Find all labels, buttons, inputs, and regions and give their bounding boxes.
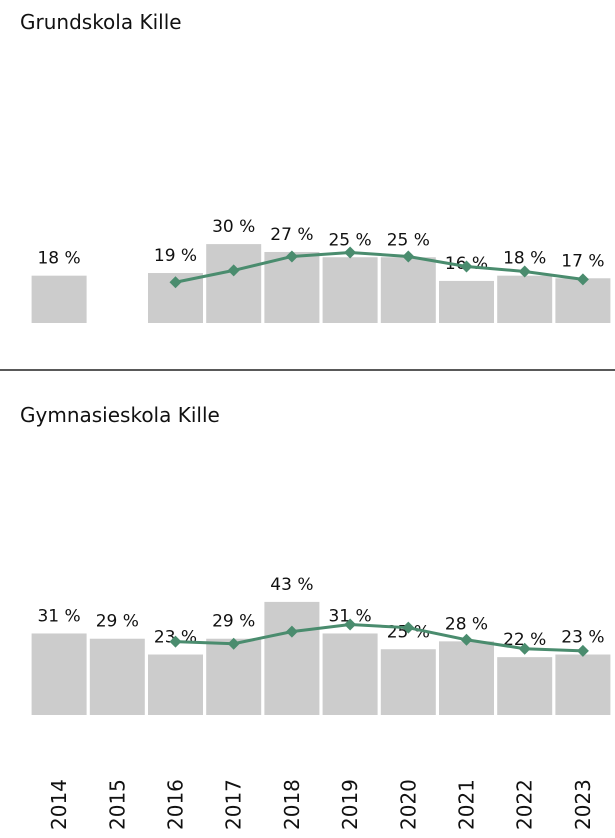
line-marker xyxy=(518,265,531,278)
value-label: 31 % xyxy=(328,606,371,626)
value-label: 43 % xyxy=(270,575,313,595)
bar xyxy=(322,633,378,715)
bar xyxy=(497,275,553,323)
chart-title: Grundskola Kille xyxy=(20,10,182,34)
x-tick-label: 2020 xyxy=(396,779,420,830)
line xyxy=(175,623,583,653)
x-tick-label: 2019 xyxy=(338,779,362,830)
value-label: 19 % xyxy=(154,246,197,266)
bar xyxy=(264,251,320,323)
bar xyxy=(264,601,320,715)
line-marker xyxy=(518,642,531,655)
value-label: 30 % xyxy=(212,217,255,237)
bar xyxy=(89,638,145,715)
x-tick-label: 2016 xyxy=(164,779,188,830)
line-marker xyxy=(460,260,473,273)
bar xyxy=(555,654,611,715)
bar xyxy=(380,257,436,323)
bar xyxy=(148,654,203,715)
bar xyxy=(206,638,262,715)
x-tick-label: 2014 xyxy=(47,779,71,830)
line-marker xyxy=(460,633,473,646)
line-marker xyxy=(576,273,589,286)
bar xyxy=(439,641,494,715)
line xyxy=(175,251,584,284)
x-tick-label: 2022 xyxy=(513,779,537,830)
x-tick-label: 2023 xyxy=(571,779,595,830)
line-marker xyxy=(402,250,415,263)
bar xyxy=(555,278,611,323)
value-label: 25 % xyxy=(328,230,371,250)
value-label: 28 % xyxy=(445,614,488,634)
x-tick-label: 2015 xyxy=(105,779,129,830)
x-tick-label: 2017 xyxy=(222,779,246,830)
line-marker xyxy=(169,635,182,648)
value-label: 18 % xyxy=(37,249,80,269)
line-marker xyxy=(227,264,240,277)
value-label: 29 % xyxy=(212,612,255,632)
value-label: 25 % xyxy=(387,230,430,250)
bar xyxy=(31,275,87,323)
value-label: 27 % xyxy=(270,225,313,245)
line-marker xyxy=(402,621,415,634)
bar xyxy=(206,244,262,323)
bar xyxy=(31,633,87,715)
bar xyxy=(439,280,494,323)
value-label: 22 % xyxy=(503,630,546,650)
value-label: 23 % xyxy=(561,628,604,648)
value-label: 29 % xyxy=(96,612,139,632)
line-marker xyxy=(344,618,357,631)
line-marker xyxy=(285,625,298,638)
chart-title: Gymnasieskola Kille xyxy=(20,403,220,427)
line-marker xyxy=(169,276,182,289)
x-tick-label: 2021 xyxy=(455,779,479,830)
line-marker xyxy=(227,637,240,650)
value-label: 18 % xyxy=(503,249,546,269)
bar xyxy=(322,257,378,323)
line-marker xyxy=(344,246,357,259)
bar xyxy=(497,657,553,715)
bar xyxy=(380,649,436,715)
line-marker xyxy=(285,250,298,263)
value-label: 31 % xyxy=(37,606,80,626)
x-tick-label: 2018 xyxy=(280,779,304,830)
line-marker xyxy=(576,644,589,657)
value-label: 17 % xyxy=(561,251,604,271)
